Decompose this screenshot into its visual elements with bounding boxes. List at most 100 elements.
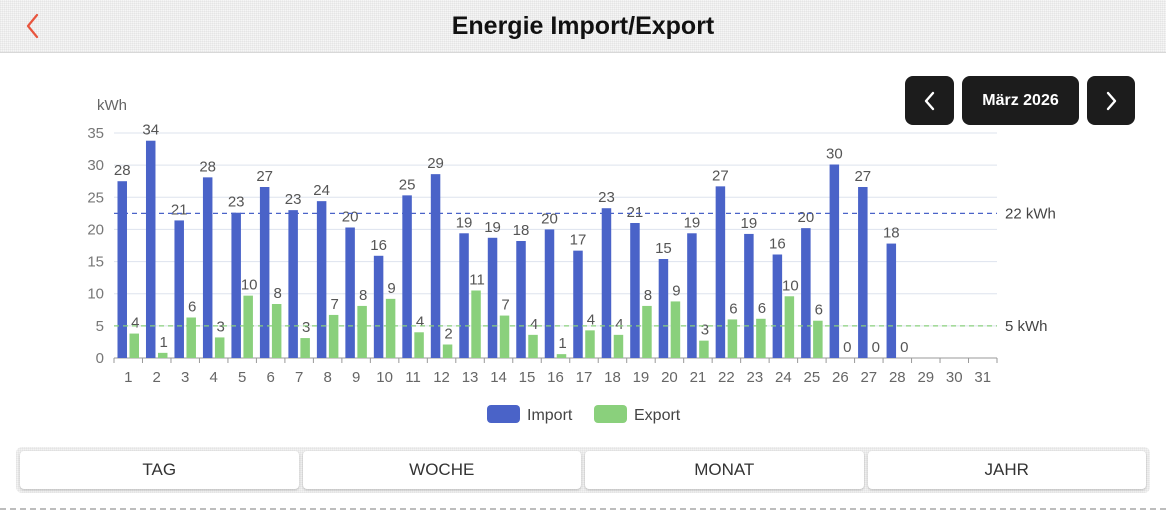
- next-month-button[interactable]: [1087, 76, 1135, 125]
- bottom-divider: [0, 508, 1166, 510]
- period-tab-bar: TAG WOCHE MONAT JAHR: [16, 447, 1150, 493]
- x-tick-label: 28: [889, 369, 906, 386]
- x-tick-label: 4: [210, 369, 218, 386]
- export-bar: [357, 305, 367, 358]
- tab-year[interactable]: JAHR: [867, 451, 1146, 489]
- import-bar: [801, 228, 811, 358]
- legend-swatch: [594, 405, 627, 423]
- tab-week[interactable]: WOCHE: [302, 451, 581, 489]
- import-bar: [687, 233, 697, 358]
- export-bar: [243, 295, 253, 358]
- import-value-label: 18: [513, 222, 530, 239]
- month-selector-button[interactable]: März 2026: [962, 76, 1079, 125]
- back-button[interactable]: [14, 6, 54, 46]
- import-bar: [516, 241, 526, 358]
- import-value-label: 20: [541, 210, 558, 227]
- export-value-label: 4: [416, 313, 424, 330]
- x-tick-label: 13: [462, 369, 479, 386]
- export-bar: [157, 352, 168, 358]
- import-value-label: 30: [826, 146, 843, 163]
- import-bar: [573, 250, 583, 358]
- export-bar: [499, 315, 510, 358]
- export-value-label: 4: [530, 316, 538, 333]
- import-bar: [202, 177, 213, 358]
- import-value-label: 21: [171, 201, 188, 218]
- reference-line-label: 5 kWh: [1005, 318, 1048, 335]
- x-tick-label: 25: [804, 369, 821, 386]
- y-tick-label: 5: [96, 318, 104, 335]
- export-value-label: 0: [900, 339, 908, 356]
- x-tick-label: 11: [405, 369, 421, 386]
- import-bar: [117, 181, 127, 358]
- import-bar: [886, 243, 897, 358]
- reference-line-label: 22 kWh: [1005, 205, 1056, 222]
- chevron-right-icon: [1106, 91, 1117, 110]
- tab-month[interactable]: MONAT: [585, 451, 864, 489]
- x-tick-label: 20: [661, 369, 678, 386]
- import-bar: [459, 233, 469, 358]
- import-value-label: 27: [712, 167, 729, 184]
- x-tick-label: 16: [547, 369, 564, 386]
- import-value-label: 28: [114, 162, 131, 179]
- export-value-label: 8: [644, 287, 652, 304]
- export-bar: [642, 305, 652, 358]
- export-value-label: 3: [701, 322, 709, 339]
- legend-swatch: [487, 405, 520, 423]
- y-tick-label: 15: [87, 254, 104, 271]
- x-tick-label: 30: [946, 369, 963, 386]
- import-bar: [829, 164, 840, 358]
- import-value-label: 20: [342, 209, 359, 226]
- import-value-label: 16: [769, 236, 786, 253]
- import-value-label: 27: [854, 168, 871, 185]
- export-bar: [214, 337, 225, 358]
- export-bar: [186, 317, 196, 358]
- x-tick-label: 22: [718, 369, 735, 386]
- x-tick-label: 8: [323, 369, 331, 386]
- import-bar: [658, 259, 669, 358]
- export-bar: [670, 301, 681, 358]
- export-bar: [300, 338, 310, 358]
- export-value-label: 9: [672, 282, 680, 299]
- tab-day[interactable]: TAG: [20, 451, 299, 489]
- x-tick-label: 15: [519, 369, 536, 386]
- import-bar: [744, 233, 754, 358]
- import-bar: [316, 201, 327, 358]
- export-value-label: 9: [387, 280, 395, 297]
- import-bar: [430, 174, 441, 358]
- import-value-label: 16: [370, 237, 387, 254]
- export-value-label: 0: [843, 339, 851, 356]
- export-value-label: 4: [131, 315, 139, 332]
- export-value-label: 8: [273, 285, 281, 302]
- import-bar: [373, 255, 384, 358]
- export-value-label: 8: [359, 287, 367, 304]
- x-tick-label: 1: [124, 369, 132, 386]
- export-bar: [699, 340, 709, 358]
- x-tick-label: 23: [747, 369, 764, 386]
- prev-month-button[interactable]: [905, 76, 954, 125]
- export-value-label: 7: [330, 296, 338, 313]
- x-tick-label: 26: [832, 369, 849, 386]
- x-tick-label: 24: [775, 369, 792, 386]
- x-tick-label: 10: [376, 369, 393, 386]
- import-value-label: 21: [627, 204, 644, 221]
- import-value-label: 23: [598, 189, 615, 206]
- y-tick-label: 20: [87, 221, 104, 238]
- import-value-label: 24: [313, 182, 330, 199]
- x-tick-label: 5: [238, 369, 246, 386]
- x-tick-label: 7: [295, 369, 303, 386]
- x-tick-label: 17: [576, 369, 593, 386]
- y-axis-unit-label: kWh: [97, 97, 127, 114]
- export-bar: [328, 314, 339, 358]
- export-bar: [784, 296, 795, 358]
- export-value-label: 4: [587, 311, 595, 328]
- export-value-label: 7: [501, 297, 509, 314]
- import-value-label: 25: [399, 176, 416, 193]
- export-bar: [442, 344, 453, 358]
- x-tick-label: 12: [433, 369, 450, 386]
- export-bar: [528, 334, 538, 358]
- import-bar: [231, 212, 241, 358]
- x-tick-label: 31: [974, 369, 991, 386]
- export-bar: [813, 320, 823, 358]
- legend-label: Import: [527, 407, 573, 424]
- import-value-label: 23: [285, 191, 302, 208]
